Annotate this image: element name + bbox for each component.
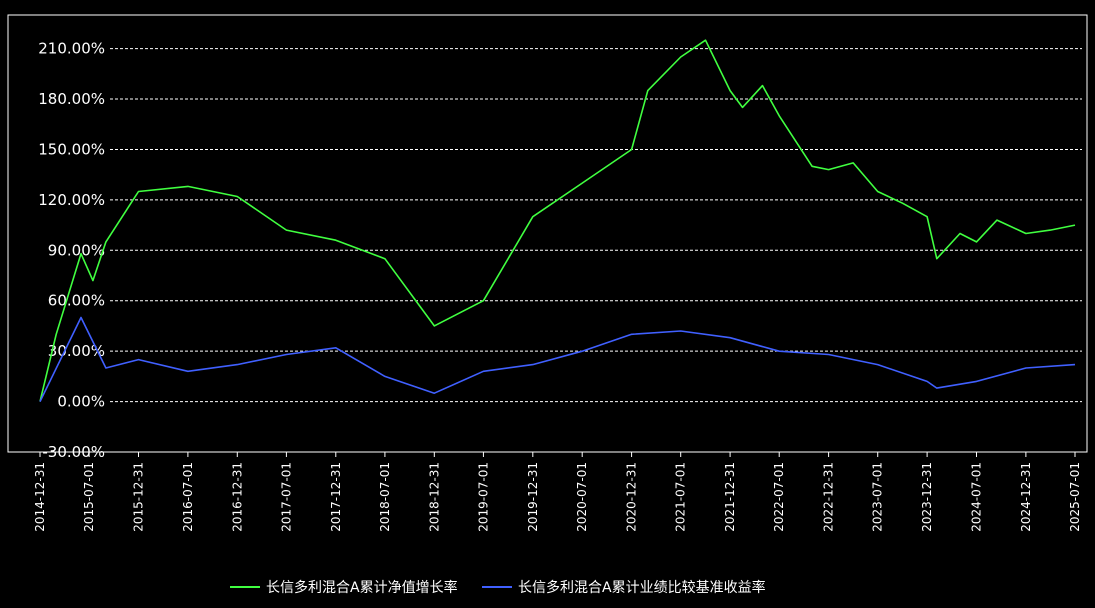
x-tick-label: 2015-12-31 <box>132 462 146 532</box>
legend: 长信多利混合A累计净值增长率 长信多利混合A累计业绩比较基准收益率 <box>230 579 766 596</box>
x-tick-label: 2014-12-31 <box>33 462 47 532</box>
y-tick-label: -30.00% <box>42 443 105 461</box>
y-axis-tick-labels: -30.00% 0.00% 30.00% 60.00% 90.00% 120.00% 150… <box>38 40 105 461</box>
x-tick-label: 2022-07-01 <box>772 462 786 532</box>
x-tick-label: 2024-07-01 <box>969 462 983 532</box>
x-tick-label: 2017-12-31 <box>329 462 343 532</box>
legend-label-2: 长信多利混合A累计业绩比较基准收益率 <box>518 579 766 596</box>
y-tick-label: 120.00% <box>38 191 105 209</box>
series-layer <box>39 39 1076 402</box>
x-axis-tick-labels: 2014-12-31 2015-07-01 2015-12-31 2016-07-01… <box>33 452 1082 532</box>
series-line-1 <box>39 39 1076 402</box>
x-tick-label: 2018-12-31 <box>427 462 441 532</box>
y-tick-label: 210.00% <box>38 40 105 58</box>
x-tick-label: 2021-07-01 <box>674 462 688 532</box>
x-tick-label: 2024-12-31 <box>1019 462 1033 532</box>
x-tick-label: 2017-07-01 <box>279 462 293 532</box>
legend-label-1: 长信多利混合A累计净值增长率 <box>266 579 458 596</box>
y-tick-label: 0.00% <box>57 393 105 411</box>
x-tick-label: 2016-07-01 <box>181 462 195 532</box>
x-tick-label: 2019-12-31 <box>526 462 540 532</box>
x-tick-label: 2020-07-01 <box>575 462 589 532</box>
x-tick-label: 2015-07-01 <box>82 462 96 532</box>
y-tick-label: 180.00% <box>38 90 105 108</box>
x-tick-label: 2023-07-01 <box>871 462 885 532</box>
x-tick-label: 2018-07-01 <box>378 462 392 532</box>
y-tick-label: 150.00% <box>38 140 105 158</box>
y-tick-label: 30.00% <box>48 342 105 360</box>
x-tick-label: 2023-12-31 <box>920 462 934 532</box>
x-tick-label: 2020-12-31 <box>625 462 639 532</box>
x-tick-label: 2022-12-31 <box>822 462 836 532</box>
x-tick-label: 2016-12-31 <box>230 462 244 532</box>
grid-layer <box>110 48 1082 453</box>
x-tick-label: 2025-07-01 <box>1068 462 1082 532</box>
x-tick-label: 2019-07-01 <box>476 462 490 532</box>
series-line-2 <box>39 316 1076 402</box>
y-tick-label: 90.00% <box>48 241 105 259</box>
x-tick-label: 2021-12-31 <box>723 462 737 532</box>
y-tick-label: 60.00% <box>48 292 105 310</box>
